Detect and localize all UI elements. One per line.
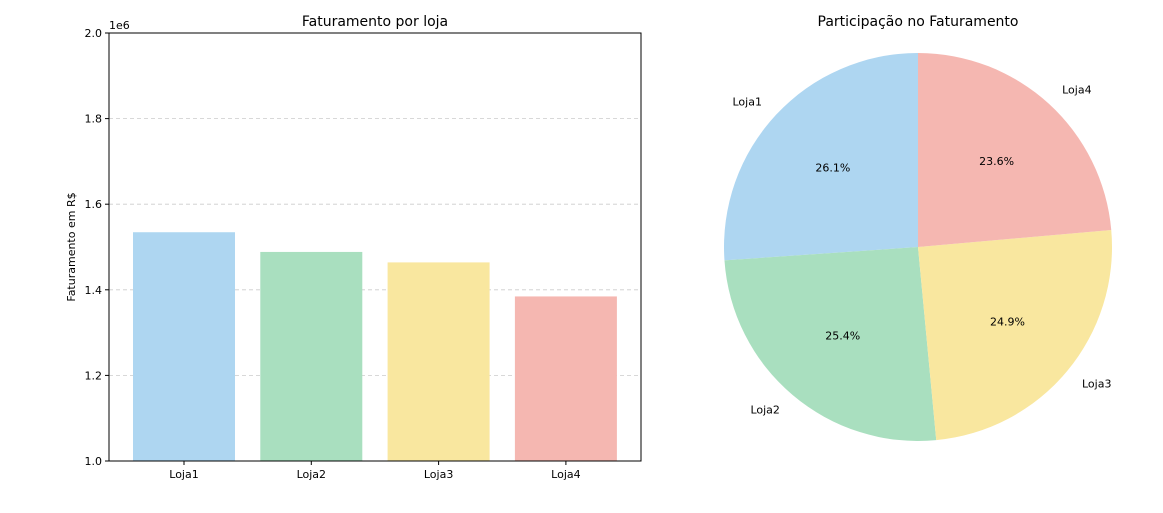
pie-slices xyxy=(724,53,1112,441)
bar-x-tick-label: Loja2 xyxy=(297,468,326,481)
pie-category-label: Loja4 xyxy=(1062,84,1091,97)
bar-chart-title: Faturamento por loja xyxy=(302,14,448,30)
pie-category-label: Loja1 xyxy=(733,95,762,108)
pie-percent-label: 25.4% xyxy=(825,330,860,343)
pie-category-label: Loja2 xyxy=(750,404,779,417)
pie-percent-label: 26.1% xyxy=(815,162,850,175)
bar-y-tick-label: 1.6 xyxy=(85,198,103,211)
pie-percent-label: 23.6% xyxy=(979,155,1014,168)
bar-y-offset-label: 1e6 xyxy=(109,19,130,32)
bar-loja2 xyxy=(260,251,363,461)
bar-plot-frame xyxy=(108,32,642,462)
bar-loja4 xyxy=(514,296,617,461)
pie-slice-loja1 xyxy=(724,53,918,261)
bar-y-axis-label: Faturamento em R$ xyxy=(65,192,78,301)
pie-slice-loja3 xyxy=(918,229,1112,441)
bar-x-tick-label: Loja4 xyxy=(551,468,580,481)
bar-y-tick-label: 1.8 xyxy=(85,113,103,126)
bar-loja3 xyxy=(387,262,490,461)
bar-chart: Faturamento por loja 1.01.21.41.61.82.0 … xyxy=(65,14,642,481)
pie-percent-label: 24.9% xyxy=(990,315,1025,328)
bar-loja1 xyxy=(133,232,235,461)
pie-chart: Participação no Faturamento Loja126.1%Lo… xyxy=(724,14,1112,441)
pie-slice-loja4 xyxy=(918,53,1112,247)
pie-category-label: Loja3 xyxy=(1082,378,1111,391)
bar-y-tick-label: 1.4 xyxy=(85,284,103,297)
bar-y-axis-ticks: 1.0 1.2 1.4 1.6 1.8 2.0 xyxy=(85,27,109,468)
bar-x-tick-label: Loja3 xyxy=(424,468,453,481)
bar-series xyxy=(133,232,617,461)
pie-slice-loja2 xyxy=(724,247,937,441)
bar-x-axis-ticks: Loja1 Loja2 Loja3 Loja4 xyxy=(169,461,581,481)
bar-y-tick-label: 2.0 xyxy=(85,27,103,40)
pie-labels: Loja1 26.1% Loja2 25.4% Loja3 24.9% Loja4 23.6% xyxy=(733,84,1112,417)
bar-y-tick-label: 1.0 xyxy=(85,455,103,468)
bar-x-tick-label: Loja1 xyxy=(169,468,198,481)
bar-y-tick-label: 1.2 xyxy=(85,369,103,382)
pie-chart-title: Participação no Faturamento xyxy=(818,14,1019,30)
